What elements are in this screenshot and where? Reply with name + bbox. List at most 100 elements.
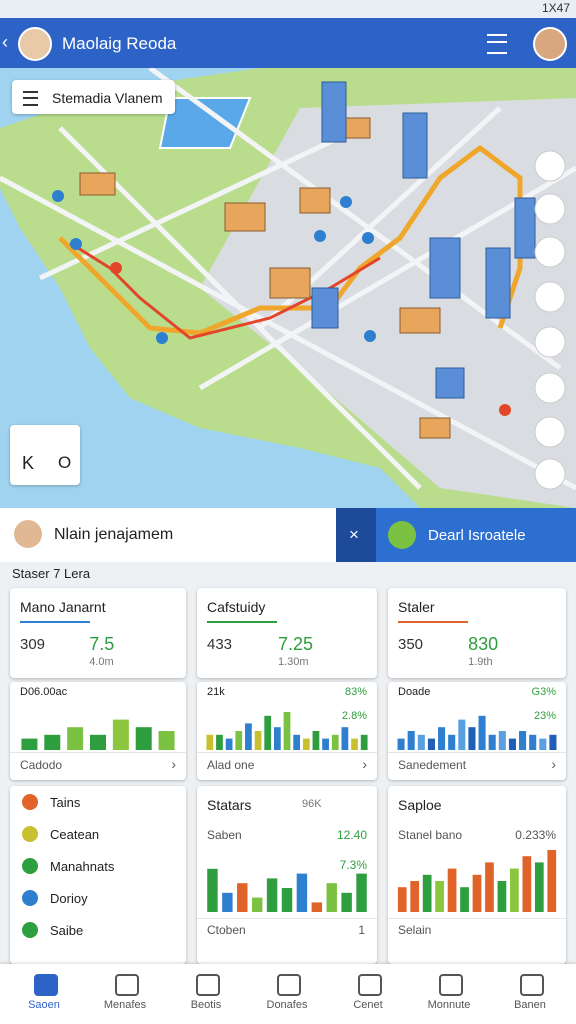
bar [296,873,308,912]
place-tab[interactable]: Dearl Isroatele [376,508,576,562]
header-title: Maolaig Reoda [62,34,177,53]
bar [67,727,84,750]
nav-icon[interactable] [439,974,463,996]
bar [331,734,339,750]
chart-footer: Cadodo [20,758,63,772]
card-change: 7.3% [339,858,367,872]
place-name: Dearl Isroatele [428,527,526,544]
back-button[interactable]: ‹ [2,32,8,52]
avatar[interactable] [18,27,52,61]
bar [206,734,214,750]
divider [388,918,566,919]
stat-sub: 1.30m [278,656,309,668]
card-title: Mano Janarnt [20,599,106,615]
nav-label[interactable]: Monnute [427,999,471,1011]
list-icon [22,794,38,810]
widget-key: K [22,453,35,473]
nav-label[interactable]: Cenet [353,999,383,1011]
saploe-card[interactable]: Saploe Stanel bano 0.233% Selain [388,786,566,964]
bar [397,738,405,750]
menu-button[interactable] [487,34,507,54]
divider [388,752,566,753]
bar [341,727,349,750]
accent-line [207,621,277,623]
stat-right: 830 [468,634,499,654]
bar [245,723,252,750]
bar [322,738,329,750]
bar [273,727,281,750]
bar [510,868,519,912]
chart-value: G3% [531,686,556,698]
bar [235,731,243,750]
bar [427,738,435,750]
place-icon [388,521,416,549]
bar [90,734,106,750]
chevron[interactable]: › [551,756,556,772]
list-item[interactable]: Tains [50,795,81,810]
card-title: Cafstuidy [207,599,266,615]
bar [488,734,496,750]
stat-card[interactable]: Mano Janarnt 309 7.5 4.0m [10,588,186,678]
nav-icon[interactable] [277,974,301,996]
list-item[interactable]: Ceatean [50,827,100,842]
stat-sub: 4.0m [89,656,114,668]
accent-line [398,621,468,623]
bar [485,862,494,912]
stat-card[interactable]: Cafstuidy 433 7.25 1.30m [197,588,377,678]
card-label: Saben [207,828,242,842]
nav-label[interactable]: Menafes [103,999,147,1011]
status-time: 1X47 [541,1,570,15]
chart-card[interactable]: Doade G3% 23% Sanedement › [388,682,566,780]
nav-icon[interactable] [34,974,58,996]
list-item[interactable]: Manahnats [50,859,115,874]
bar [351,738,358,750]
nav-icon[interactable] [358,974,382,996]
chart-value: 83% [344,686,367,698]
map-search[interactable]: Stemadia Vlanem [12,80,175,114]
chevron[interactable]: › [171,756,176,772]
nav-label[interactable]: Banen [514,999,546,1011]
map[interactable] [0,68,576,508]
search-text: Stemadia Vlanem [52,90,163,106]
bar [549,734,557,750]
bar [448,734,456,750]
statars-card[interactable]: Statars 96K Saben 12.40 7.3% Ctoben 1 [197,786,377,964]
bar [460,887,469,912]
bar [472,874,482,912]
chart-card[interactable]: 21k 83% 2.8% Alad one › [197,682,377,780]
bar [497,881,507,912]
card-footer: Selain [398,923,432,937]
list-item[interactable]: Dorioy [50,891,88,906]
bar [222,892,233,912]
bar [534,862,544,912]
widget-key: O [58,453,72,472]
map-widget[interactable]: K O [10,425,80,485]
chevron[interactable]: › [362,756,367,772]
bar [135,727,152,750]
list-item[interactable]: Saibe [50,923,84,938]
chart-card[interactable]: D06.00ac Cadodo › [10,682,186,780]
close-tab[interactable]: × [336,508,376,562]
user-name: Nlain jenajamem [54,526,174,543]
nav-label[interactable]: Donafes [266,999,308,1011]
bar [225,738,233,750]
stat-left: 350 [398,636,424,653]
stat-card[interactable]: Staler 350 830 1.9th [388,588,566,678]
bar [302,738,310,750]
nav-icon[interactable] [520,974,544,996]
list-card[interactable]: Tains Ceatean Manahnats Dorioy Saibe [10,786,186,964]
profile-avatar[interactable] [533,27,567,61]
divider [10,752,186,753]
chart-change: 2.8% [341,710,367,722]
bar [254,731,262,750]
divider [197,918,377,919]
bottom-nav: Saoen Menafes Beotis Donafes Cenet Monnute Ban… [0,964,576,1024]
nav-label[interactable]: Saoen [28,999,60,1011]
bar [522,856,532,912]
bar [283,712,291,750]
nav-icon[interactable] [115,974,139,996]
bar [438,727,446,750]
nav-icon[interactable] [196,974,220,996]
nav-label[interactable]: Beotis [190,999,222,1011]
